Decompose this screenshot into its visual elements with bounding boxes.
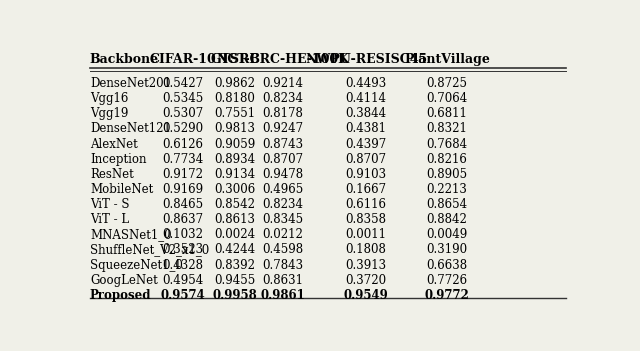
Text: 0.4493: 0.4493 [346,77,387,90]
Text: 0.8321: 0.8321 [427,122,467,135]
Text: 0.7551: 0.7551 [214,107,256,120]
Text: 0.7843: 0.7843 [262,259,303,272]
Text: 0.0049: 0.0049 [426,229,468,241]
Text: 0.8345: 0.8345 [262,213,303,226]
Text: 0.5427: 0.5427 [162,77,204,90]
Text: CIFAR-10: CIFAR-10 [149,53,216,66]
Text: 0.3720: 0.3720 [346,274,387,287]
Text: 0.8707: 0.8707 [262,153,303,166]
Text: 0.8725: 0.8725 [426,77,468,90]
Text: 0.4328: 0.4328 [163,259,204,272]
Text: 0.8180: 0.8180 [214,92,255,105]
Text: 0.4244: 0.4244 [214,244,256,257]
Text: 0.9455: 0.9455 [214,274,256,287]
Text: 0.8842: 0.8842 [427,213,467,226]
Text: 0.0024: 0.0024 [214,229,256,241]
Text: 0.7064: 0.7064 [426,92,468,105]
Text: 0.8542: 0.8542 [214,198,255,211]
Text: 0.9103: 0.9103 [346,168,387,181]
Text: 0.8934: 0.8934 [214,153,256,166]
Text: 0.7684: 0.7684 [426,138,468,151]
Text: 0.3006: 0.3006 [214,183,256,196]
Text: 0.8613: 0.8613 [214,213,255,226]
Text: 0.9862: 0.9862 [214,77,255,90]
Text: 0.8465: 0.8465 [162,198,204,211]
Text: Backbone: Backbone [90,53,159,66]
Text: 0.9247: 0.9247 [262,122,303,135]
Text: 0.8178: 0.8178 [262,107,303,120]
Text: 0.7726: 0.7726 [426,274,468,287]
Text: 0.9958: 0.9958 [212,289,257,302]
Text: ViT - S: ViT - S [90,198,129,211]
Text: 0.8654: 0.8654 [426,198,468,211]
Text: 0.3844: 0.3844 [346,107,387,120]
Text: 0.4381: 0.4381 [346,122,387,135]
Text: 0.2213: 0.2213 [427,183,467,196]
Text: 0.5345: 0.5345 [162,92,204,105]
Text: 0.6116: 0.6116 [346,198,387,211]
Text: 0.9059: 0.9059 [214,138,256,151]
Text: 0.1032: 0.1032 [163,229,204,241]
Text: GoogLeNet: GoogLeNet [90,274,157,287]
Text: AlexNet: AlexNet [90,138,138,151]
Text: 0.9134: 0.9134 [214,168,256,181]
Text: 0.8905: 0.8905 [426,168,468,181]
Text: 0.9169: 0.9169 [162,183,204,196]
Text: 0.4598: 0.4598 [262,244,303,257]
Text: 0.8743: 0.8743 [262,138,303,151]
Text: 0.9574: 0.9574 [161,289,205,302]
Text: 0.9478: 0.9478 [262,168,303,181]
Text: MobileNet: MobileNet [90,183,153,196]
Text: 0.4954: 0.4954 [162,274,204,287]
Text: Inception: Inception [90,153,147,166]
Text: 0.9172: 0.9172 [163,168,204,181]
Text: 0.3913: 0.3913 [346,259,387,272]
Text: 0.6811: 0.6811 [427,107,467,120]
Text: Proposed: Proposed [90,289,152,302]
Text: 0.5307: 0.5307 [162,107,204,120]
Text: SqueezeNet1_0: SqueezeNet1_0 [90,259,183,272]
Text: NCT-CRC-HE-100K: NCT-CRC-HE-100K [216,53,349,66]
Text: 0.9813: 0.9813 [214,122,255,135]
Text: 0.9214: 0.9214 [262,77,303,90]
Text: 0.0212: 0.0212 [262,229,303,241]
Text: 0.8637: 0.8637 [162,213,204,226]
Text: NWPU-RESISC45: NWPU-RESISC45 [305,53,427,66]
Text: Vgg16: Vgg16 [90,92,128,105]
Text: GTSRB: GTSRB [210,53,260,66]
Text: 0.8707: 0.8707 [346,153,387,166]
Text: 0.3190: 0.3190 [426,244,468,257]
Text: 0.1808: 0.1808 [346,244,387,257]
Text: 0.8392: 0.8392 [214,259,255,272]
Text: 0.6638: 0.6638 [426,259,468,272]
Text: 0.4397: 0.4397 [346,138,387,151]
Text: ShuffleNet_V2_x1_0: ShuffleNet_V2_x1_0 [90,244,209,257]
Text: 0.8234: 0.8234 [262,92,303,105]
Text: 0.5290: 0.5290 [162,122,204,135]
Text: 0.8358: 0.8358 [346,213,387,226]
Text: 0.7734: 0.7734 [162,153,204,166]
Text: Vgg19: Vgg19 [90,107,128,120]
Text: 0.0011: 0.0011 [346,229,387,241]
Text: 0.8234: 0.8234 [262,198,303,211]
Text: PlantVillage: PlantVillage [404,53,490,66]
Text: 0.3523: 0.3523 [162,244,204,257]
Text: 0.1667: 0.1667 [346,183,387,196]
Text: DenseNet121: DenseNet121 [90,122,171,135]
Text: 0.4965: 0.4965 [262,183,303,196]
Text: 0.9549: 0.9549 [344,289,388,302]
Text: ResNet: ResNet [90,168,134,181]
Text: 0.4114: 0.4114 [346,92,387,105]
Text: 0.8631: 0.8631 [262,274,303,287]
Text: 0.6126: 0.6126 [163,138,204,151]
Text: 0.9861: 0.9861 [260,289,305,302]
Text: ViT - L: ViT - L [90,213,129,226]
Text: 0.8216: 0.8216 [427,153,467,166]
Text: DenseNet201: DenseNet201 [90,77,171,90]
Text: MNASNet1_0: MNASNet1_0 [90,229,172,241]
Text: 0.9772: 0.9772 [424,289,470,302]
